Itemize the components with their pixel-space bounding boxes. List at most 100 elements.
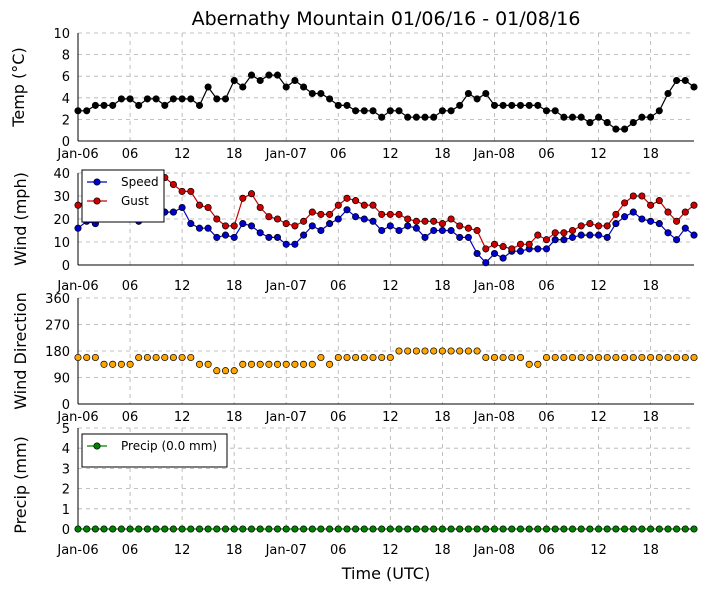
data-point (482, 259, 490, 267)
y-tick-label: 4 (62, 442, 70, 457)
x-tick-label: 18 (642, 279, 659, 294)
data-point (135, 101, 143, 109)
x-tick-label: 18 (434, 410, 451, 425)
data-point (126, 360, 134, 368)
y-tick-label: 3 (62, 462, 70, 477)
x-tick-label: Jan-08 (473, 279, 515, 294)
data-point (603, 222, 611, 230)
data-point (473, 95, 481, 103)
data-point (273, 233, 282, 241)
x-tick-label: 06 (330, 147, 347, 162)
data-point (456, 525, 464, 533)
y-axis-label: Wind (mph) (11, 172, 30, 266)
data-point (221, 231, 230, 239)
data-point (690, 353, 698, 362)
data-point (91, 101, 99, 109)
data-point (421, 113, 429, 121)
data-point (499, 254, 507, 262)
y-tick-label: 0 (62, 135, 70, 150)
data-point (595, 231, 603, 239)
x-tick-label: 12 (174, 543, 191, 558)
data-point (586, 525, 594, 533)
data-point (673, 353, 681, 362)
y-tick-label: 40 (53, 167, 70, 182)
data-point (386, 210, 394, 218)
series-line-temperature (78, 74, 695, 130)
data-point (447, 215, 455, 223)
data-point (404, 113, 412, 121)
data-point (525, 101, 533, 109)
x-tick-label: 12 (382, 543, 399, 558)
data-point (655, 525, 663, 533)
data-point (230, 76, 238, 85)
data-point (256, 203, 264, 212)
data-point (664, 229, 672, 237)
data-point (534, 525, 542, 533)
data-point (673, 76, 681, 85)
data-point (534, 360, 542, 368)
data-point (638, 215, 646, 223)
data-point (629, 119, 637, 127)
data-point (83, 525, 91, 533)
data-point (308, 360, 316, 368)
data-point (195, 360, 204, 368)
data-point (681, 224, 689, 232)
x-tick-label: 06 (538, 147, 555, 162)
data-point (386, 525, 394, 533)
data-point (213, 367, 221, 375)
data-point (195, 224, 204, 232)
y-tick-label: 360 (45, 292, 70, 307)
data-point (464, 347, 472, 355)
data-point (239, 360, 247, 368)
data-point (612, 125, 620, 133)
data-point (647, 113, 655, 121)
data-point (412, 113, 420, 121)
data-point (482, 353, 490, 362)
data-point (300, 525, 308, 533)
data-point (404, 525, 412, 533)
data-point (482, 89, 490, 98)
data-point (603, 119, 611, 127)
x-tick-label: 12 (382, 147, 399, 162)
data-point (143, 525, 151, 533)
data-point (143, 95, 151, 103)
data-point (161, 353, 169, 362)
data-point (664, 89, 672, 98)
x-tick-label: 12 (590, 279, 607, 294)
data-point (542, 245, 551, 253)
data-point (317, 353, 325, 362)
y-tick-label: 90 (53, 372, 70, 387)
x-tick-label: 06 (122, 279, 139, 294)
data-point (421, 233, 429, 241)
data-point (482, 245, 490, 253)
data-point (638, 353, 646, 362)
data-point (178, 203, 186, 212)
data-point (456, 233, 464, 241)
data-point (612, 210, 620, 218)
data-point (273, 360, 282, 368)
data-point (282, 360, 290, 368)
data-point (83, 353, 91, 362)
data-point (395, 107, 403, 115)
data-point (239, 220, 247, 228)
data-point (291, 222, 299, 230)
data-point (516, 247, 525, 255)
data-point (256, 360, 264, 368)
data-point (412, 347, 420, 355)
data-point (621, 525, 629, 533)
data-point (490, 353, 499, 362)
data-point (473, 226, 481, 235)
data-point (343, 101, 351, 109)
data-point (300, 83, 308, 91)
data-point (109, 525, 117, 533)
data-point (386, 222, 394, 230)
data-point (595, 525, 603, 533)
y-tick-label: 180 (45, 345, 70, 360)
legend-box (81, 169, 165, 223)
data-point (551, 229, 559, 237)
data-point (690, 231, 698, 239)
data-point (378, 226, 386, 235)
data-point (568, 226, 577, 235)
data-point (612, 525, 620, 533)
